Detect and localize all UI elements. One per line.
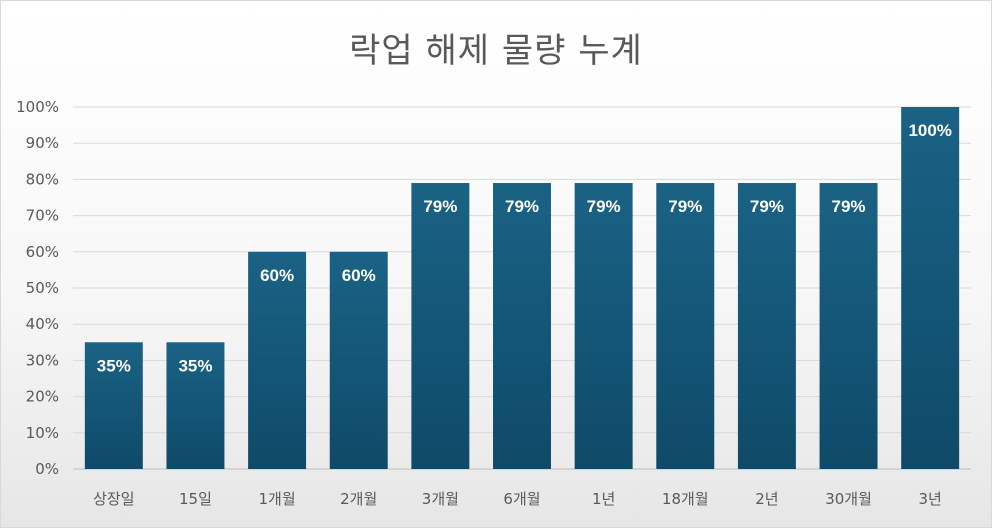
bar (656, 183, 715, 469)
x-tick-label: 18개월 (662, 490, 709, 508)
data-label: 60% (342, 266, 376, 285)
y-tick-label: 70% (26, 207, 59, 225)
x-tick-label: 상장일 (93, 490, 134, 508)
bar (411, 183, 470, 469)
y-tick-label: 100% (16, 98, 59, 116)
data-label: 35% (178, 356, 212, 375)
bar (737, 183, 796, 469)
x-tick-label: 6개월 (503, 490, 540, 508)
y-axis-ticks: 0% 10% 20% 30% 40% 50% 60% 70% 80% 90% 100% (16, 98, 59, 478)
data-label: 60% (260, 266, 294, 285)
bar (84, 342, 143, 469)
x-axis-ticks: 상장일 15일 1개월 2개월 3개월 6개월 1년 18개월 2년 30개월 3년 (93, 490, 942, 508)
data-label: 35% (97, 356, 131, 375)
bar (166, 342, 225, 469)
bar (901, 107, 960, 469)
bar (574, 183, 633, 469)
x-tick-label: 2년 (755, 490, 778, 508)
x-tick-label: 3개월 (422, 490, 459, 508)
data-label: 79% (750, 197, 784, 216)
x-tick-label: 30개월 (825, 490, 872, 508)
y-tick-label: 20% (26, 388, 59, 406)
bar (329, 251, 388, 469)
bar (819, 183, 878, 469)
bars (84, 107, 960, 469)
y-tick-label: 0% (35, 460, 59, 478)
data-labels: 35% 35% 60% 60% 79% 79% 79% 79% 79% 79% 100% (97, 121, 952, 375)
y-tick-label: 30% (26, 351, 59, 369)
data-label: 79% (505, 197, 539, 216)
data-label: 79% (423, 197, 457, 216)
y-tick-label: 10% (26, 424, 59, 442)
x-tick-label: 1년 (592, 490, 615, 508)
x-tick-label: 1개월 (259, 490, 296, 508)
y-tick-label: 50% (26, 279, 59, 297)
data-label: 79% (668, 197, 702, 216)
data-label: 79% (832, 197, 866, 216)
y-tick-label: 90% (26, 134, 59, 152)
y-tick-label: 40% (26, 315, 59, 333)
x-tick-label: 2개월 (340, 490, 377, 508)
x-tick-label: 15일 (179, 490, 212, 508)
y-tick-label: 80% (26, 170, 59, 188)
x-tick-label: 3년 (919, 490, 942, 508)
y-tick-label: 60% (26, 243, 59, 261)
chart-title: 락업 해제 물량 누계 (349, 31, 643, 71)
bar (248, 251, 307, 469)
bar (493, 183, 551, 469)
data-label: 79% (587, 197, 621, 216)
data-label: 100% (908, 121, 951, 140)
